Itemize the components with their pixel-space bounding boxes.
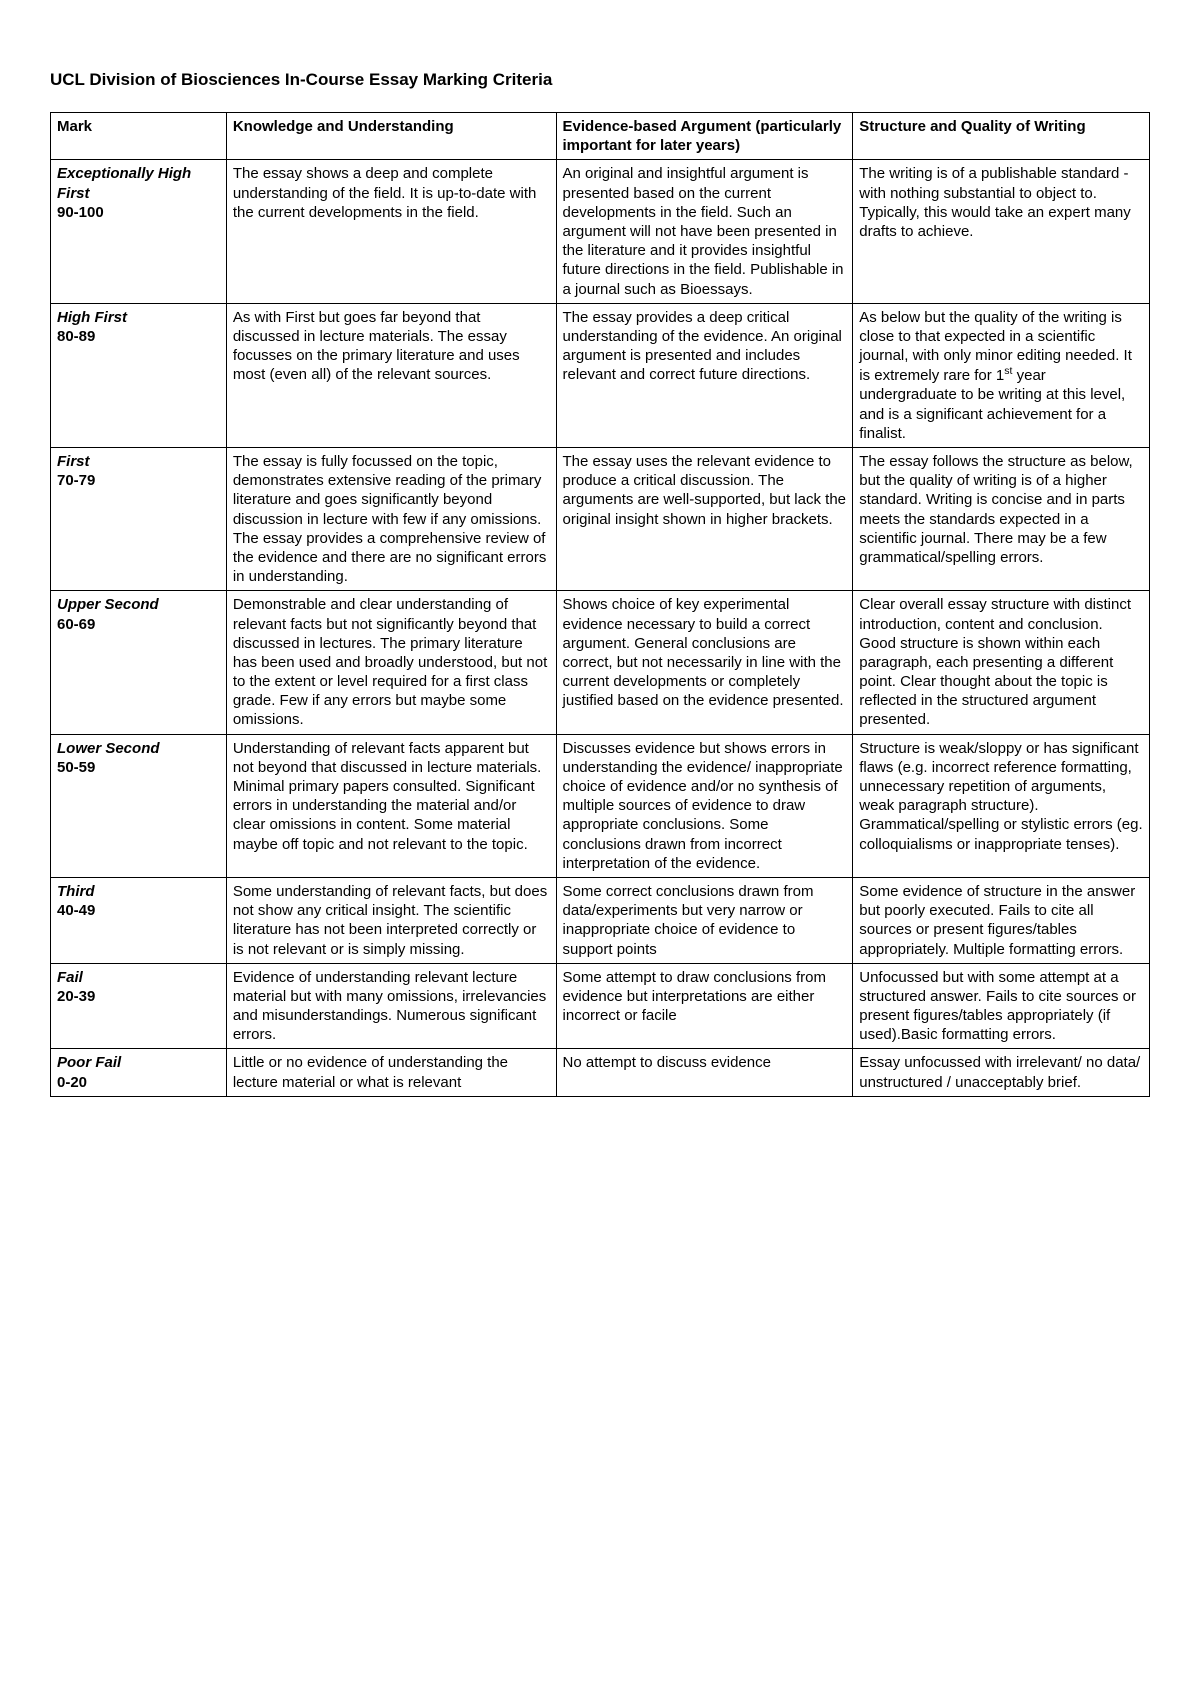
structure-cell: The writing is of a publishable standard… <box>853 160 1150 303</box>
mark-label: Upper Second <box>57 596 159 613</box>
evidence-cell: Shows choice of key experimental evidenc… <box>556 591 853 734</box>
structure-cell: The essay follows the structure as below… <box>853 448 1150 591</box>
knowledge-cell: Some understanding of relevant facts, bu… <box>226 877 556 963</box>
mark-label: Poor Fail <box>57 1054 121 1071</box>
mark-range: 60-69 <box>57 616 95 633</box>
mark-label: High First <box>57 309 127 326</box>
evidence-cell: The essay uses the relevant evidence to … <box>556 448 853 591</box>
knowledge-cell: The essay shows a deep and complete unde… <box>226 160 556 303</box>
mark-range: 80-89 <box>57 328 95 345</box>
structure-cell: Some evidence of structure in the answer… <box>853 877 1150 963</box>
table-row: Third 40-49 Some understanding of relevant… <box>51 877 1150 963</box>
evidence-cell: Some correct conclusions drawn from data… <box>556 877 853 963</box>
table-row: Exceptionally High First 90-100 The essay … <box>51 160 1150 303</box>
knowledge-cell: Evidence of understanding relevant lectu… <box>226 963 556 1049</box>
mark-cell: First 70-79 <box>51 448 227 591</box>
mark-label: Third <box>57 883 95 900</box>
knowledge-cell: As with First but goes far beyond that d… <box>226 303 556 447</box>
mark-cell: Exceptionally High First 90-100 <box>51 160 227 303</box>
evidence-cell: Discusses evidence but shows errors in u… <box>556 734 853 877</box>
mark-cell: Lower Second 50-59 <box>51 734 227 877</box>
header-mark: Mark <box>51 113 227 160</box>
mark-cell: Upper Second 60-69 <box>51 591 227 734</box>
mark-label: Fail <box>57 969 83 986</box>
evidence-cell: No attempt to discuss evidence <box>556 1049 853 1096</box>
mark-label: Exceptionally High First <box>57 165 191 201</box>
structure-cell: As below but the quality of the writing … <box>853 303 1150 447</box>
knowledge-cell: Understanding of relevant facts apparent… <box>226 734 556 877</box>
knowledge-cell: Demonstrable and clear understanding of … <box>226 591 556 734</box>
mark-range: 50-59 <box>57 759 95 776</box>
mark-cell: Poor Fail 0-20 <box>51 1049 227 1096</box>
structure-cell: Unfocussed but with some attempt at a st… <box>853 963 1150 1049</box>
evidence-cell: The essay provides a deep critical under… <box>556 303 853 447</box>
structure-cell: Structure is weak/sloppy or has signific… <box>853 734 1150 877</box>
table-row: Upper Second 60-69 Demonstrable and clear … <box>51 591 1150 734</box>
table-body: Exceptionally High First 90-100 The essay … <box>51 160 1150 1096</box>
mark-range: 40-49 <box>57 902 95 919</box>
mark-label: Lower Second <box>57 740 160 757</box>
page-title: UCL Division of Biosciences In-Course Es… <box>50 70 1150 90</box>
header-evidence: Evidence-based Argument (particularly im… <box>556 113 853 160</box>
mark-label: First <box>57 453 90 470</box>
mark-range: 0-20 <box>57 1074 87 1091</box>
table-row: First 70-79 The essay is fully focussed on… <box>51 448 1150 591</box>
table-header-row: Mark Knowledge and Understanding Evidenc… <box>51 113 1150 160</box>
table-row: Lower Second 50-59 Understanding of releva… <box>51 734 1150 877</box>
mark-range: 20-39 <box>57 988 95 1005</box>
header-knowledge: Knowledge and Understanding <box>226 113 556 160</box>
knowledge-cell: Little or no evidence of understanding t… <box>226 1049 556 1096</box>
table-row: High First 80-89 As with First but goes fa… <box>51 303 1150 447</box>
table-row: Poor Fail 0-20 Little or no evidence of un… <box>51 1049 1150 1096</box>
marking-criteria-table: Mark Knowledge and Understanding Evidenc… <box>50 112 1150 1097</box>
mark-cell: Fail 20-39 <box>51 963 227 1049</box>
table-row: Fail 20-39 Evidence of understanding relev… <box>51 963 1150 1049</box>
header-structure: Structure and Quality of Writing <box>853 113 1150 160</box>
evidence-cell: An original and insightful argument is p… <box>556 160 853 303</box>
structure-cell: Essay unfocussed with irrelevant/ no dat… <box>853 1049 1150 1096</box>
mark-range: 70-79 <box>57 472 95 489</box>
structure-cell: Clear overall essay structure with disti… <box>853 591 1150 734</box>
knowledge-cell: The essay is fully focussed on the topic… <box>226 448 556 591</box>
mark-cell: Third 40-49 <box>51 877 227 963</box>
mark-cell: High First 80-89 <box>51 303 227 447</box>
mark-range: 90-100 <box>57 204 104 221</box>
evidence-cell: Some attempt to draw conclusions from ev… <box>556 963 853 1049</box>
